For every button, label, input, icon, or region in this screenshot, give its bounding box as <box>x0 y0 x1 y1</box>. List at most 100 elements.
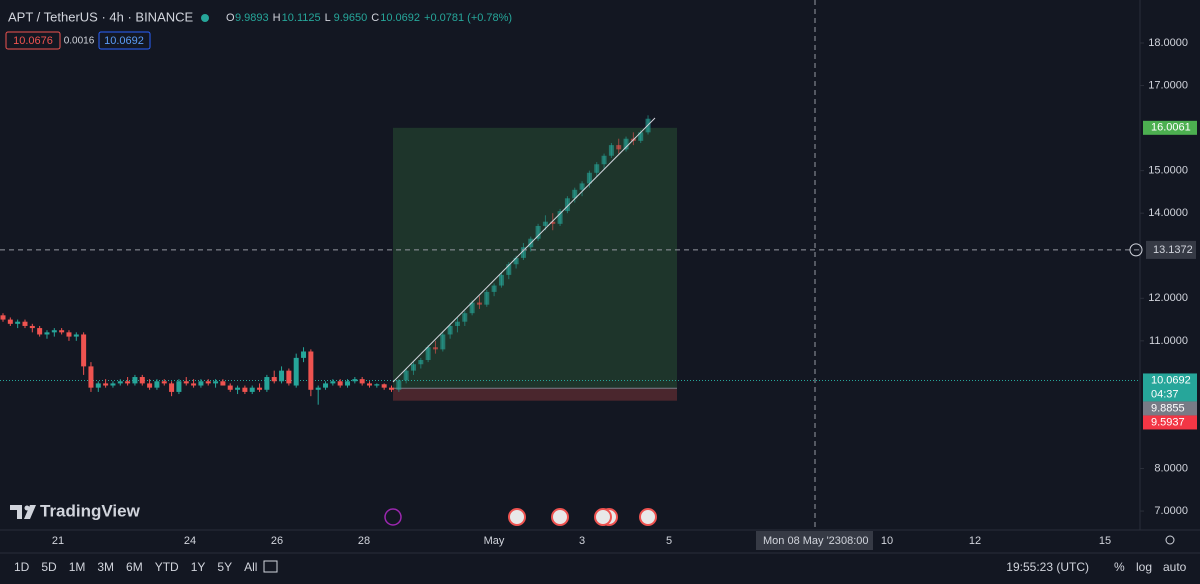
ohlc-value: 9.9893 <box>235 12 269 24</box>
candle-body <box>161 381 167 384</box>
candle-body <box>315 387 321 390</box>
candle-body <box>623 138 629 150</box>
candle-body <box>29 325 35 329</box>
candle-body <box>374 384 380 386</box>
crosshair-date: Mon 08 May '23 <box>763 535 841 547</box>
price-label: 9.8855 <box>1151 402 1185 414</box>
x-tick-label: 5 <box>666 535 672 547</box>
y-tick-label: 17.0000 <box>1148 79 1188 91</box>
scale-option[interactable]: log <box>1136 560 1152 574</box>
candle-body <box>601 155 607 165</box>
candle-body <box>410 364 416 371</box>
event-icon[interactable] <box>508 508 526 526</box>
y-tick-label: 7.0000 <box>1154 505 1188 517</box>
date-range-icon[interactable] <box>263 560 278 573</box>
settings-icon[interactable] <box>1165 535 1175 545</box>
candle-body <box>117 381 123 384</box>
candle-body <box>638 132 644 141</box>
loss-zone <box>393 388 677 401</box>
clock[interactable]: 19:55:23 (UTC) <box>1006 560 1089 574</box>
ask: 10.0692 <box>104 35 144 47</box>
x-tick-label: 3 <box>579 535 585 547</box>
countdown: 04:37 <box>1151 388 1179 400</box>
candle-body <box>176 381 182 392</box>
x-tick-label: 15 <box>1099 535 1111 547</box>
y-tick-label: 14.0000 <box>1148 207 1188 219</box>
logo-mark <box>10 505 36 519</box>
range-button[interactable]: All <box>244 560 257 574</box>
candle-body <box>103 383 109 386</box>
candle-body <box>520 247 526 258</box>
ask-box <box>98 31 151 50</box>
ohlc-key: H <box>273 12 281 24</box>
logo-dot <box>24 505 30 511</box>
candle-body <box>44 332 50 335</box>
add-alert-icon[interactable] <box>1129 243 1143 257</box>
scale-option[interactable]: % <box>1114 560 1125 574</box>
ohlc-value: 10.0692 <box>380 12 420 24</box>
candle-body <box>359 379 365 384</box>
candle-body <box>462 313 468 322</box>
y-tick-label: 8.0000 <box>1154 462 1188 474</box>
ohlc-key: O <box>226 12 235 24</box>
candle-body <box>110 383 116 386</box>
candle-body <box>205 381 211 384</box>
candle-body <box>337 381 343 386</box>
candle-body <box>286 370 292 384</box>
candle-body <box>484 291 490 305</box>
candle-body <box>279 370 285 382</box>
candle-body <box>125 381 131 384</box>
change: +0.0781 (+0.78%) <box>424 12 512 24</box>
price-label: 10.0692 <box>1151 374 1191 386</box>
candle-body <box>154 381 160 388</box>
range-button[interactable]: 6M <box>126 560 143 574</box>
x-tick-label: May <box>484 535 505 547</box>
range-button[interactable]: YTD <box>155 560 179 574</box>
candle-body <box>513 257 519 265</box>
candle-body <box>227 385 233 390</box>
x-tick-label: 24 <box>184 535 196 547</box>
candle-body <box>0 315 6 320</box>
event-icon[interactable] <box>551 508 569 526</box>
range-button[interactable]: 1Y <box>191 560 206 574</box>
scale-option[interactable]: auto <box>1163 560 1187 574</box>
symbol: APT / TetherUS · 4h · BINANCE <box>8 9 194 24</box>
candle-body <box>447 325 453 335</box>
candle-body <box>608 145 614 156</box>
x-tick-label: 10 <box>881 535 893 547</box>
ohlc-value: 9.9650 <box>334 12 368 24</box>
candle-body <box>264 377 270 390</box>
range-button[interactable]: 5D <box>41 560 57 574</box>
chart-layer: 18.0000 17.0000 15.0000 14.0000 12.0000 11.00… <box>0 0 1197 550</box>
range-button[interactable]: 3M <box>97 560 114 574</box>
event-icon[interactable] <box>384 508 402 526</box>
crosshair-price-box <box>1146 240 1196 259</box>
crosshair-price: 13.1372 <box>1153 244 1193 256</box>
candle-body <box>242 387 248 392</box>
legend: APT / TetherUS · 4h · BINANCE O 9.9893 H 10… <box>8 9 512 24</box>
candle-body <box>88 366 94 388</box>
crosshair-time: 08:00 <box>841 535 869 547</box>
price-label: 9.5937 <box>1151 416 1185 428</box>
range-button[interactable]: 1M <box>69 560 86 574</box>
candle-body <box>579 183 585 190</box>
candle-body <box>323 383 329 388</box>
x-tick-label: 28 <box>358 535 370 547</box>
price-label-box <box>1143 401 1197 416</box>
candle-body <box>132 377 138 384</box>
range-button[interactable]: 5Y <box>217 560 232 574</box>
candle-body <box>220 381 226 386</box>
candle-body <box>271 377 277 382</box>
candle-body <box>550 221 556 224</box>
candle-body <box>7 319 13 324</box>
event-icon[interactable] <box>594 508 612 526</box>
market-status <box>201 14 209 22</box>
candle-body <box>425 347 431 360</box>
ohlc-key: L <box>325 12 331 24</box>
candle-body <box>301 351 307 358</box>
candle-body <box>572 189 578 199</box>
range-button[interactable]: 1D <box>14 560 30 574</box>
candle-body <box>22 321 28 326</box>
event-icon[interactable] <box>639 508 657 526</box>
